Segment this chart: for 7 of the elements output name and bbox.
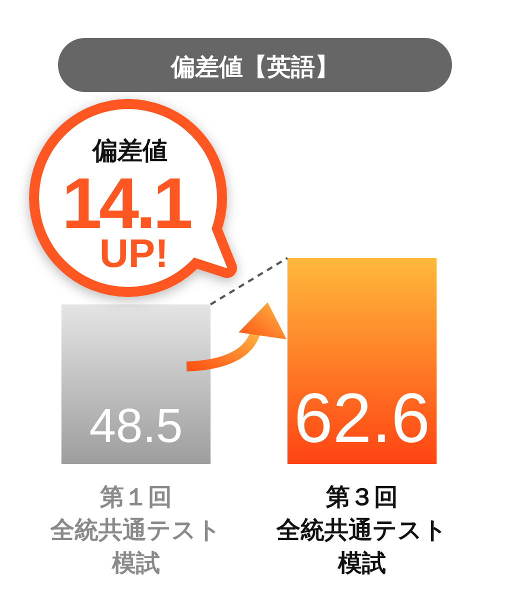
data-label: 48.5	[89, 400, 183, 453]
annotation: 偏差値	[92, 137, 168, 165]
chart-title: 偏差値【英語】	[170, 54, 339, 81]
category-label: 第１回全統共通テスト模試	[50, 484, 222, 577]
data-label: 62.6	[294, 379, 430, 457]
category-label: 第３回全統共通テスト模試	[276, 484, 448, 577]
title: 偏差値【英語】	[58, 38, 452, 92]
